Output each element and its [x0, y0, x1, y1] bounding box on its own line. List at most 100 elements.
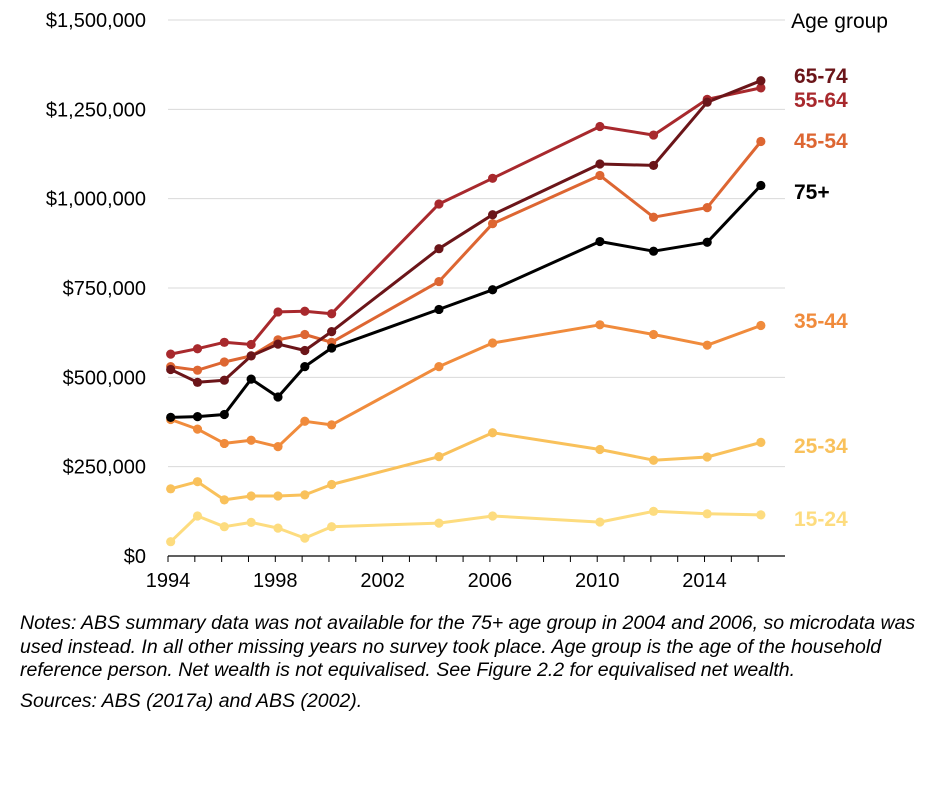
data-point-45-54: [434, 276, 444, 287]
x-tick-label: 2002: [360, 570, 405, 592]
x-tick-label: 1998: [253, 570, 298, 592]
x-tick-label: 2014: [682, 570, 727, 592]
y-tick-label: $1,000,000: [46, 189, 146, 211]
data-point-35-44: [487, 338, 498, 348]
data-point-15-24: [327, 522, 337, 532]
data-point-25-34: [487, 428, 498, 438]
data-point-25-34: [327, 479, 337, 490]
data-point-35-44: [434, 362, 444, 372]
data-point-65-74: [702, 97, 712, 107]
notes-text: Notes: ABS summary data was not availabl…: [20, 612, 916, 681]
data-point-25-34: [756, 437, 766, 447]
data-point-55-64: [434, 199, 444, 209]
data-point-25-34: [434, 452, 444, 462]
data-point-45-54: [595, 170, 605, 181]
data-point-15-24: [192, 511, 203, 521]
data-point-55-64: [246, 339, 256, 350]
data-point-45-54: [487, 219, 498, 229]
x-tick-label: 2006: [468, 570, 513, 592]
data-point-65-74: [487, 210, 498, 220]
x-tick-label: 2010: [575, 570, 620, 592]
data-point-55-64: [192, 344, 203, 354]
data-point-15-24: [487, 511, 498, 521]
data-point-15-24: [300, 533, 310, 543]
data-point-35-44: [273, 442, 283, 452]
data-point-75+: [192, 412, 203, 422]
data-point-75+: [756, 180, 766, 191]
data-point-35-44: [246, 435, 256, 445]
series-line-75+: [169, 183, 763, 419]
data-point-55-64: [219, 337, 229, 347]
data-point-75+: [487, 285, 498, 295]
data-point-35-44: [300, 416, 310, 426]
series-line-15-24: [169, 509, 763, 544]
data-point-65-74: [434, 244, 444, 254]
data-point-75+: [166, 412, 176, 422]
data-point-15-24: [166, 537, 176, 547]
legend-title: Age group: [791, 10, 888, 33]
data-point-65-74: [595, 159, 605, 169]
series-label-15-24: 15-24: [794, 508, 848, 531]
data-point-45-54: [648, 212, 659, 222]
data-point-55-64: [595, 121, 605, 132]
sources-text: Sources: ABS (2017a) and ABS (2002).: [20, 689, 363, 712]
data-point-15-24: [595, 517, 605, 527]
data-point-55-64: [273, 307, 283, 317]
data-point-65-74: [300, 345, 310, 356]
series-label-55-64: 55-64: [794, 89, 848, 112]
data-point-35-44: [327, 420, 337, 430]
y-tick-label: $1,250,000: [46, 99, 146, 121]
data-point-75+: [327, 343, 337, 353]
data-point-65-74: [756, 76, 766, 86]
data-point-65-74: [327, 326, 337, 337]
data-point-75+: [300, 362, 310, 372]
series-points: [166, 76, 766, 547]
data-point-45-54: [300, 329, 310, 340]
data-point-25-34: [595, 444, 605, 455]
data-point-75+: [648, 246, 659, 256]
data-point-65-74: [246, 351, 256, 361]
data-point-65-74: [166, 364, 176, 375]
data-point-65-74: [192, 377, 203, 387]
data-point-45-54: [702, 203, 712, 213]
x-tick-label: 1994: [146, 570, 191, 592]
series-line-55-64: [169, 86, 763, 356]
series-lines: [169, 79, 763, 544]
data-point-75+: [702, 237, 712, 247]
data-point-35-44: [702, 340, 712, 350]
y-tick-label: $250,000: [63, 457, 146, 479]
data-point-35-44: [756, 320, 766, 331]
series-label-45-54: 45-54: [794, 130, 848, 153]
data-point-65-74: [273, 339, 283, 349]
data-point-75+: [219, 409, 229, 420]
data-point-15-24: [219, 522, 229, 532]
data-point-55-64: [300, 306, 310, 316]
data-point-25-34: [273, 491, 283, 501]
data-point-25-34: [648, 455, 659, 465]
data-point-35-44: [219, 438, 229, 449]
data-point-15-24: [648, 506, 659, 516]
data-point-25-34: [166, 484, 176, 494]
series-label-35-44: 35-44: [794, 310, 848, 333]
data-point-35-44: [595, 320, 605, 330]
y-axis: $0 $250,000 $500,000 $750,000 $1,000,000 $1,2…: [46, 10, 146, 568]
data-point-75+: [246, 374, 256, 384]
y-tick-label: $750,000: [63, 278, 146, 300]
data-point-15-24: [273, 523, 283, 533]
data-point-65-74: [219, 375, 229, 385]
data-point-55-64: [648, 130, 659, 140]
series-label-65-74: 65-74: [794, 65, 848, 88]
y-tick-label: $500,000: [63, 367, 146, 389]
data-point-15-24: [246, 517, 256, 528]
data-point-55-64: [327, 309, 337, 319]
data-point-75+: [595, 236, 605, 247]
data-point-25-34: [300, 490, 310, 500]
data-point-45-54: [192, 365, 203, 375]
data-point-75+: [273, 392, 283, 402]
data-point-25-34: [192, 477, 203, 487]
data-point-45-54: [756, 136, 766, 147]
gridlines: [168, 19, 785, 468]
y-tick-label: $0: [124, 546, 146, 568]
data-point-25-34: [246, 491, 256, 501]
